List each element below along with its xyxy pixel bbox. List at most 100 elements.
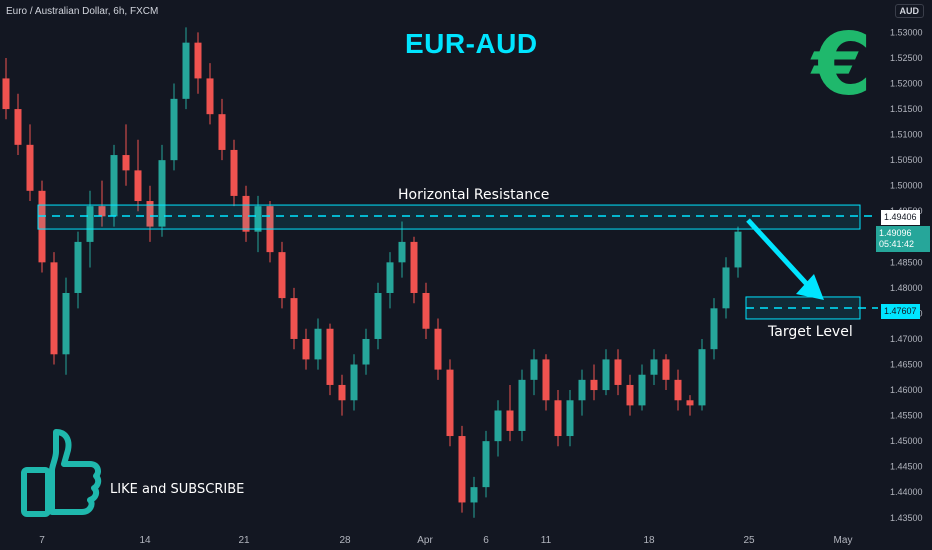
candle-body [710, 308, 718, 350]
candle-body [482, 441, 490, 488]
y-tick-label: 1.43500 [890, 513, 923, 523]
price-axis: 1.53000 1.52500 1.52000 1.51500 1.51000 1.505… [890, 27, 923, 522]
candle-body [134, 170, 142, 202]
x-tick-label: 28 [339, 535, 351, 546]
y-tick-label: 1.44500 [890, 462, 923, 472]
y-tick-label: 1.51500 [890, 104, 923, 114]
candle-body [230, 149, 238, 196]
y-tick-label: 1.50000 [890, 181, 923, 191]
candle-body [662, 359, 670, 380]
y-tick-label: 1.48500 [890, 257, 923, 267]
y-tick-label: 1.50500 [890, 155, 923, 165]
target-label: Target Level [768, 324, 853, 340]
y-tick-label: 1.52500 [890, 53, 923, 63]
y-tick-label: 1.53000 [890, 27, 923, 37]
candle-body [518, 379, 526, 431]
x-tick-label: Apr [417, 535, 433, 546]
candle-body [218, 114, 226, 150]
candle-body [158, 160, 166, 227]
candle-body [422, 292, 430, 329]
euro-icon: € [812, 15, 872, 115]
current-price-tag: 1.49096 05:41:42 [876, 226, 930, 252]
y-tick-label: 1.45000 [890, 436, 923, 446]
candle-body [398, 241, 406, 263]
y-tick-label: 1.47000 [890, 334, 923, 344]
y-tick-label: 1.45500 [890, 411, 923, 421]
candle-body [542, 359, 550, 401]
candle-body [326, 328, 334, 385]
candle-body [626, 384, 634, 406]
candle-body [86, 206, 94, 242]
y-tick-label: 1.44000 [890, 487, 923, 497]
candle-body [638, 374, 646, 406]
x-tick-label: 21 [238, 535, 250, 546]
y-tick-label: 1.46500 [890, 360, 923, 370]
candle-body [206, 78, 214, 115]
currency-badge[interactable]: AUD [894, 4, 924, 18]
x-tick-label: 14 [139, 535, 151, 546]
y-tick-label: 1.51000 [890, 130, 923, 140]
candle-body [338, 384, 346, 401]
x-tick-label: 25 [743, 535, 755, 546]
candle-body [434, 328, 442, 370]
candle-body [566, 400, 574, 437]
target-arrow-shaft [746, 218, 816, 294]
candle-body [314, 328, 322, 360]
candle-body [362, 338, 370, 365]
candles-layer [2, 27, 742, 518]
y-tick-label: 1.48000 [890, 283, 923, 293]
candle-body [410, 241, 418, 293]
candle-body [278, 252, 286, 299]
candle-body [686, 400, 694, 406]
resistance-price-tag: 1.49406 [881, 210, 920, 225]
resistance-label: Horizontal Resistance [398, 187, 550, 203]
candle-body [530, 359, 538, 380]
candle-body [170, 98, 178, 161]
candle-body [734, 231, 742, 268]
candle-body [122, 155, 130, 171]
candle-body [494, 410, 502, 442]
candle-body [446, 369, 454, 437]
candle-body [242, 195, 250, 232]
overlay-layer [37, 204, 878, 320]
candle-body [74, 241, 82, 293]
x-tick-label: May [834, 535, 853, 546]
x-tick-label: 11 [541, 535, 552, 546]
candle-body [506, 410, 514, 431]
candle-body [50, 262, 58, 355]
y-tick-label: 1.46000 [890, 385, 923, 395]
candle-body [590, 379, 598, 391]
candle-body [698, 349, 706, 406]
time-axis: 7 14 21 28 Apr 6 11 18 25 May [39, 535, 852, 546]
candle-body [350, 364, 358, 401]
candle-body [14, 109, 22, 145]
like-subscribe-label: LIKE and SUBSCRIBE [110, 482, 245, 497]
candle-body [26, 144, 34, 191]
x-tick-label: 6 [483, 535, 489, 546]
candle-body [146, 201, 154, 227]
candle-body [194, 42, 202, 79]
candle-body [722, 267, 730, 309]
candle-body [578, 379, 586, 401]
resistance-zone [37, 204, 861, 230]
candle-body [386, 262, 394, 293]
x-tick-label: 7 [39, 535, 45, 546]
current-price-value: 1.49096 [879, 228, 912, 238]
candle-body [650, 359, 658, 375]
symbol-label: Euro / Australian Dollar, 6h, FXCM [6, 6, 159, 17]
candle-body [182, 42, 190, 99]
candle-body [554, 400, 562, 437]
candle-body [254, 206, 262, 232]
candle-body [458, 436, 466, 503]
candle-body [110, 155, 118, 217]
candle-body [62, 292, 70, 355]
y-tick-label: 1.52000 [890, 79, 923, 89]
target-arrow-head [796, 273, 824, 300]
candle-body [302, 338, 310, 360]
candle-body [38, 190, 46, 263]
candle-body [2, 78, 10, 110]
countdown-value: 05:41:42 [879, 239, 915, 249]
candle-body [602, 359, 610, 391]
candle-body [98, 206, 106, 217]
